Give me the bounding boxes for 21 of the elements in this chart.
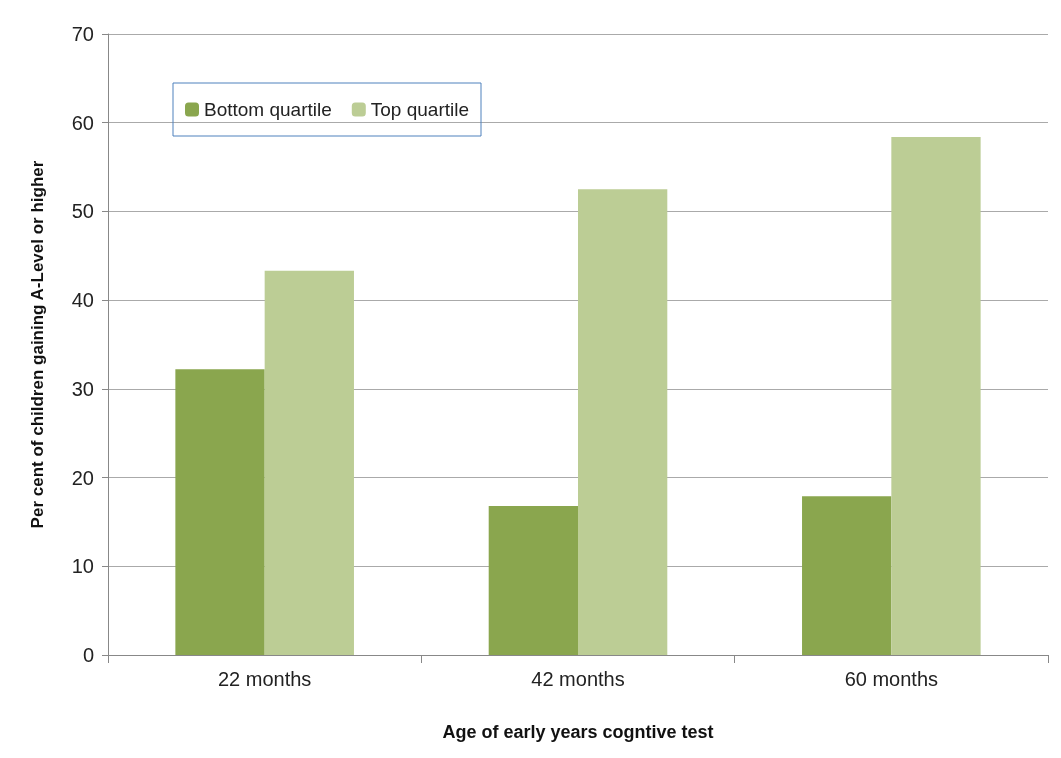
x-tick-label: 22 months — [217, 668, 312, 690]
legend-label: Bottom quartile — [204, 99, 332, 120]
bar — [891, 136, 981, 655]
y-tick-label: 10 — [71, 555, 94, 578]
bar — [488, 505, 578, 655]
y-tick-label: 0 — [82, 644, 94, 666]
y-tick-label: 50 — [71, 200, 94, 223]
y-tick-label: 60 — [71, 111, 94, 134]
legend-label: Top quartile — [370, 99, 470, 120]
x-tick-label: 60 months — [844, 668, 939, 690]
x-axis-title: Age of early years cogntive test — [442, 722, 714, 742]
y-tick-label: 70 — [71, 23, 94, 45]
bar — [578, 189, 668, 655]
x-tick-label: 42 months — [531, 668, 625, 690]
y-tick-label: 20 — [71, 466, 94, 489]
bar — [264, 270, 354, 655]
y-axis-title: Per cent of children gaining A-Level or higher — [28, 160, 47, 529]
y-tick-label: 30 — [71, 377, 94, 400]
bar — [175, 369, 265, 655]
bar — [802, 496, 892, 655]
y-tick-label: 40 — [71, 289, 94, 312]
